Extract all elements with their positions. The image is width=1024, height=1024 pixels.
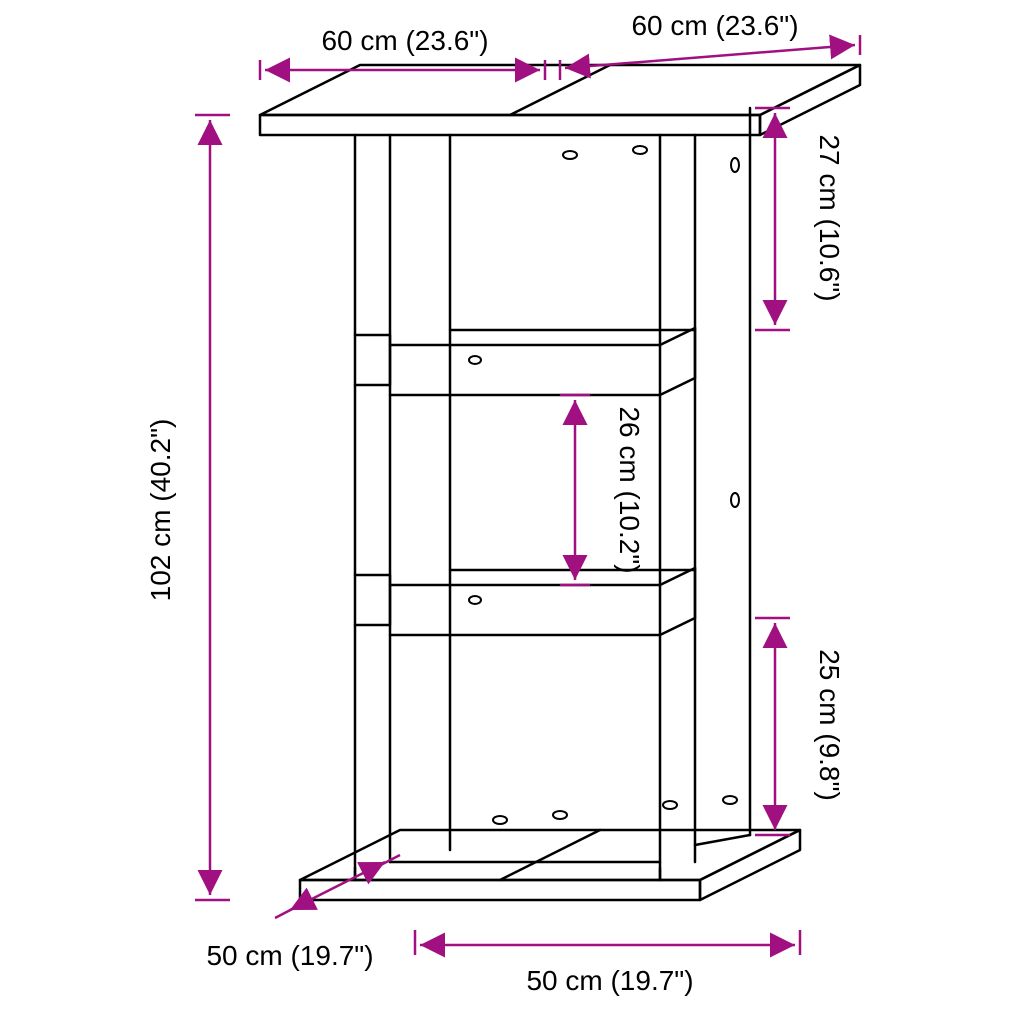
label-base-width: 50 cm (19.7") bbox=[526, 965, 693, 996]
product-dimension-diagram: 60 cm (23.6") 60 cm (23.6") 102 cm (40.2… bbox=[0, 0, 1024, 1024]
label-shelf-3: 25 cm (9.8") bbox=[814, 649, 845, 801]
dimension-labels: 60 cm (23.6") 60 cm (23.6") 102 cm (40.2… bbox=[145, 10, 845, 996]
assembly-holes bbox=[469, 146, 739, 824]
label-top-depth: 60 cm (23.6") bbox=[631, 10, 798, 41]
label-height: 102 cm (40.2") bbox=[145, 419, 176, 602]
product-outline bbox=[260, 65, 860, 900]
label-shelf-1: 27 cm (10.6") bbox=[814, 134, 845, 301]
label-shelf-2: 26 cm (10.2") bbox=[614, 406, 645, 573]
dimension-lines bbox=[195, 35, 860, 955]
label-top-width: 60 cm (23.6") bbox=[321, 25, 488, 56]
label-base-depth: 50 cm (19.7") bbox=[206, 940, 373, 971]
